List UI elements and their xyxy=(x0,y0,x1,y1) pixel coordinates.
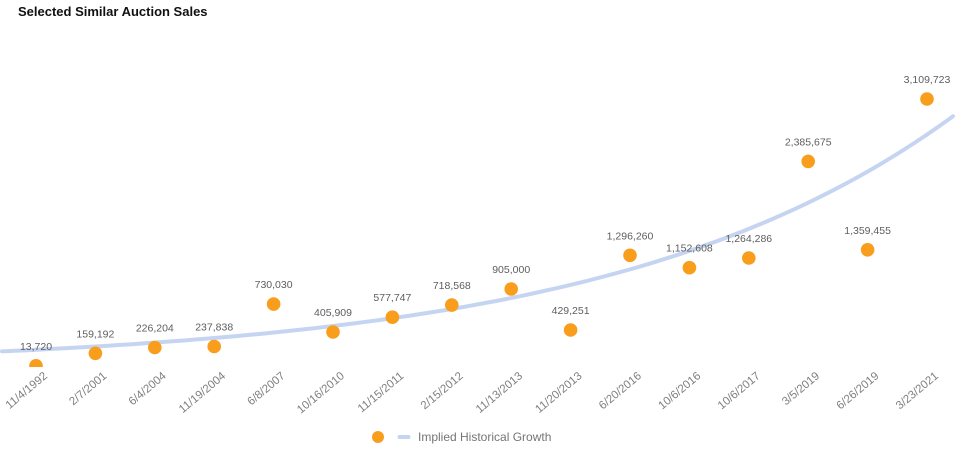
x-axis-tick-label: 3/5/2019 xyxy=(780,370,822,408)
data-point[interactable]: 3/5/2019: 2,385,675 xyxy=(801,154,815,169)
data-point[interactable]: 11/13/2013: 905,000 xyxy=(504,282,518,296)
data-points-group: 11/4/1992: 13,720 2/7/2001: 159,192 6/4/20… xyxy=(29,92,934,373)
data-point-value-label: 1,152,608 xyxy=(666,243,713,255)
x-axis-tick-label: 10/6/2016 xyxy=(656,370,703,412)
data-point-value-label: 1,359,455 xyxy=(844,225,891,237)
chart-title: Selected Similar Auction Sales xyxy=(18,4,208,19)
x-axis-tick-label: 3/23/2021 xyxy=(894,370,941,412)
data-point-value-label: 226,204 xyxy=(136,323,174,335)
data-point[interactable]: 11/20/2013: 429,251 xyxy=(563,323,578,337)
data-point[interactable]: 2/7/2001: 159,192 xyxy=(88,346,103,361)
x-axis-tick-label: 6/20/2016 xyxy=(597,370,644,412)
data-point-value-label: 1,264,286 xyxy=(725,233,772,245)
x-axis-tick-label: 6/8/2007 xyxy=(246,370,288,408)
data-point[interactable]: 6/20/2016: 1,296,260 xyxy=(623,248,637,263)
data-point-value-label: 2,385,675 xyxy=(785,136,832,148)
data-point[interactable]: 6/26/2019: 1,359,455 xyxy=(860,243,875,257)
data-point-value-label: 405,909 xyxy=(314,307,352,319)
data-point-value-label: 429,251 xyxy=(552,305,590,317)
x-axis-tick-label: 11/15/2011 xyxy=(356,370,407,415)
x-axis-tick-label: 11/20/2013 xyxy=(533,370,584,416)
x-axis-tick-label: 11/13/2013 xyxy=(474,370,525,416)
data-point[interactable]: 2/15/2012: 718,568 xyxy=(445,298,459,312)
data-point[interactable]: 6/4/2004: 226,204 xyxy=(148,340,162,355)
data-point-value-label: 13,720 xyxy=(20,341,52,353)
legend-point-marker-icon xyxy=(372,431,384,443)
data-point-value-label: 3,109,723 xyxy=(904,74,951,86)
legend: Implied Historical Growth xyxy=(372,430,551,444)
implied-growth-trend-line xyxy=(0,114,955,354)
x-axis-tick-label: 10/16/2010 xyxy=(295,370,347,416)
data-point-value-label: 718,568 xyxy=(433,280,471,292)
data-labels-group: 13,720 159,192 226,204 237,838 730,030 405,90… xyxy=(20,74,951,353)
data-point-value-label: 159,192 xyxy=(76,328,114,340)
data-point[interactable]: 11/19/2004: 237,838 xyxy=(207,339,221,354)
data-point[interactable]: 10/6/2017: 1,264,286 xyxy=(742,251,756,265)
data-point[interactable]: 10/6/2016: 1,152,608 xyxy=(682,260,697,275)
data-point-value-label: 237,838 xyxy=(195,322,233,334)
x-axis-tick-label: 2/15/2012 xyxy=(419,370,466,412)
x-axis-tick-label: 11/19/2004 xyxy=(177,370,229,416)
data-point-value-label: 1,296,260 xyxy=(607,230,654,242)
data-point-value-label: 730,030 xyxy=(255,279,293,291)
x-axis-tick-label: 6/4/2004 xyxy=(127,370,169,408)
data-point[interactable]: 11/15/2011: 577,747 xyxy=(385,310,400,325)
legend-trend-line-marker-icon xyxy=(397,435,411,439)
x-axis-tick-label: 11/4/1992 xyxy=(4,370,50,412)
legend-label: Implied Historical Growth xyxy=(418,430,551,444)
data-point[interactable]: 10/16/2010: 405,909 xyxy=(326,325,340,339)
data-point-value-label: 577,747 xyxy=(373,292,411,304)
x-axis-tick-label: 2/7/2001 xyxy=(67,370,109,408)
data-point[interactable]: 3/23/2021: 3,109,723 xyxy=(920,92,934,106)
x-axis-labels-group: 11/4/1992 2/7/2001 6/4/2004 11/19/2004 6/8/2… xyxy=(4,370,941,417)
data-point-value-label: 905,000 xyxy=(492,264,530,276)
data-point[interactable]: 11/4/1992: 13,720 xyxy=(29,359,43,373)
x-axis-tick-label: 10/6/2017 xyxy=(716,370,763,412)
data-point[interactable]: 6/8/2007: 730,030 xyxy=(266,297,281,311)
x-axis-tick-label: 6/26/2019 xyxy=(835,370,882,412)
